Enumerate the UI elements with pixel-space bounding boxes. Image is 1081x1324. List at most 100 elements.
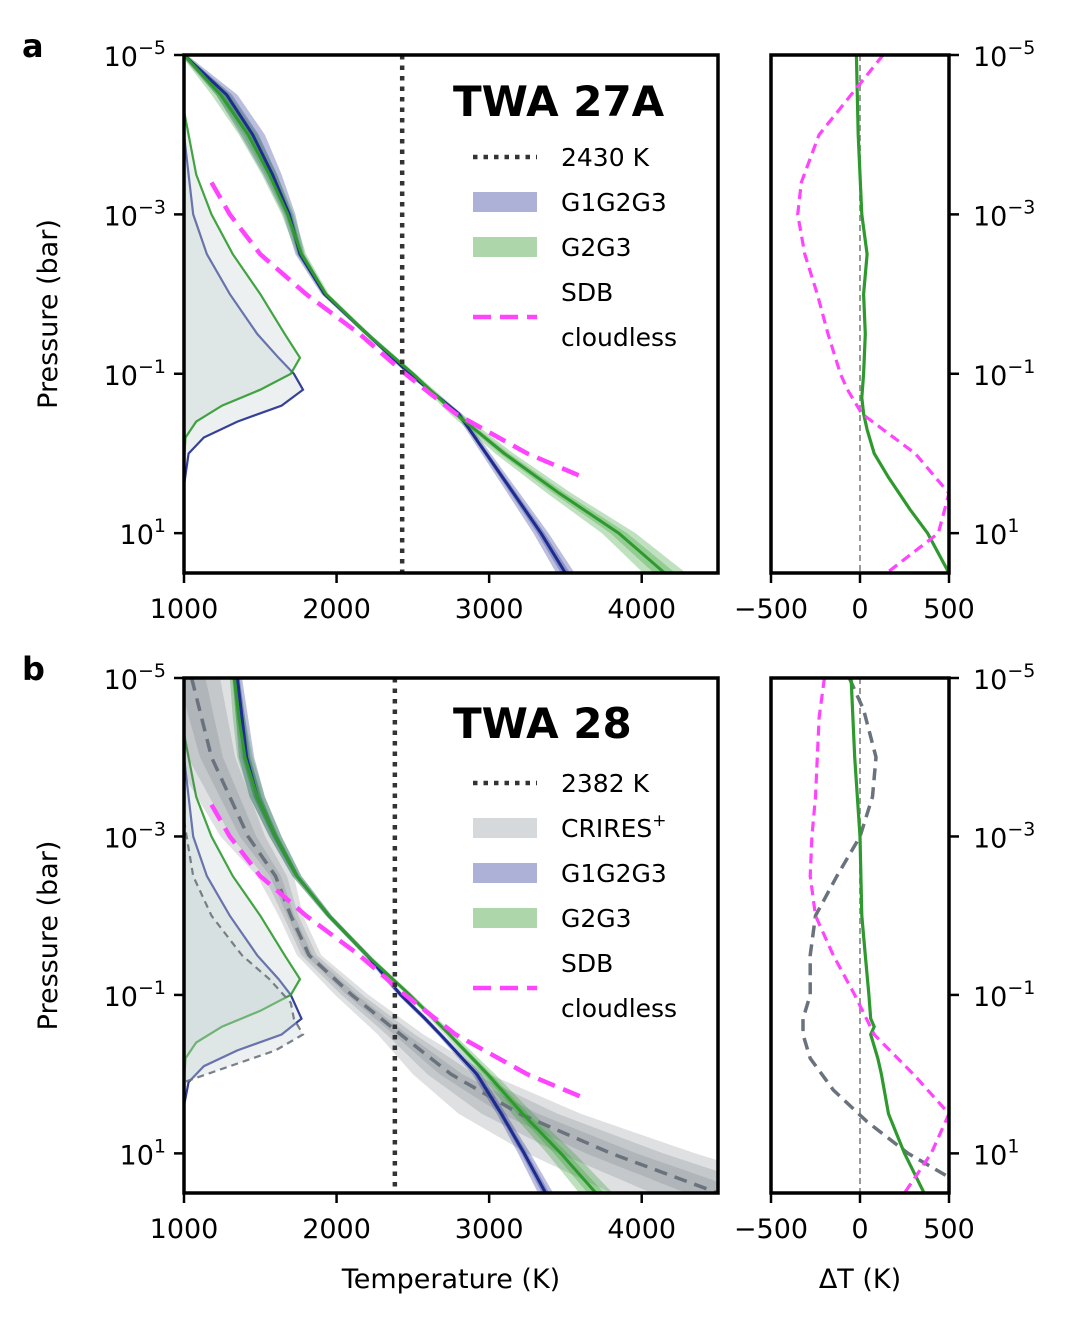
dt-line-G2G3 <box>854 55 949 573</box>
legend-label-text: G2G3 <box>561 233 632 262</box>
dt-y-tick-label-base: 10 <box>973 361 1007 392</box>
band-G1G2G3-0 <box>184 55 575 573</box>
y-tick-label: 10−5 <box>104 660 166 696</box>
dt-y-tick-label-exp: −3 <box>1007 818 1035 840</box>
legend-label-line2: cloudless <box>561 323 677 352</box>
dt-plot-area <box>796 55 949 573</box>
y-tick-label: 10−5 <box>104 37 166 73</box>
dt-plot-area <box>801 678 949 1193</box>
dt-y-tick-label-base: 10 <box>973 42 1007 73</box>
legend-label-text: SDB <box>561 278 613 307</box>
band-CRIRES+-1 <box>184 678 718 1193</box>
dt-y-tick-label: 10−1 <box>973 977 1035 1013</box>
band-CRIRES+-0 <box>184 678 718 1193</box>
panel-a: 1000 2000 3000 400010−510−310−1101Pressure … <box>22 27 1035 625</box>
panel-b: 1000 2000 3000 400010−510−310−1101Pressure … <box>22 650 1035 1295</box>
panel-title: TWA 27A <box>453 77 665 126</box>
legend-label-line2: cloudless <box>561 994 677 1023</box>
contribution-fill-G2G3 <box>184 733 300 1083</box>
legend-label: SDB <box>561 949 613 978</box>
dt-x-axis-label: ΔT (K) <box>819 1264 901 1295</box>
dt-y-tick-label-base: 10 <box>973 823 1007 854</box>
dt-x-tick-label: 0 <box>851 594 868 625</box>
y-tick-label-exp: −1 <box>138 356 166 378</box>
y-tick-label-base: 10 <box>104 42 138 73</box>
panel-label: b <box>22 650 45 688</box>
y-tick-label-base: 10 <box>104 823 138 854</box>
legend-label: G1G2G3 <box>561 859 667 888</box>
y-tick-label: 101 <box>120 515 166 551</box>
legend-handle-G1G2G3 <box>473 192 537 212</box>
contribution-line-G2G3 <box>184 733 302 1083</box>
dt-y-tick-label-exp: 1 <box>1007 515 1019 537</box>
contribution-line-G1G2G3 <box>184 134 305 486</box>
y-tick-label: 10−1 <box>104 356 166 392</box>
dt-x-tick-label: −500 <box>734 594 808 625</box>
contribution-fill-G2G3 <box>184 110 300 462</box>
y-tick-label: 10−3 <box>104 196 166 232</box>
line-G2G3 <box>184 55 666 573</box>
contribution-line-CRIRES+ <box>184 820 305 1084</box>
dt-y-tick-label-base: 10 <box>973 665 1007 696</box>
y-tick-label-base: 10 <box>104 665 138 696</box>
dt-y-tick-label: 10−3 <box>973 818 1035 854</box>
dt-y-tick-label: 10−3 <box>973 196 1035 232</box>
y-tick-label-base: 10 <box>104 201 138 232</box>
x-tick-label: 2000 <box>302 594 371 625</box>
dt-x-tick-label: 500 <box>923 1214 975 1245</box>
y-tick-label-base: 10 <box>120 520 154 551</box>
legend-label-text: 2430 K <box>561 143 650 172</box>
y-tick-label-exp: 1 <box>154 515 166 537</box>
y-tick-label: 101 <box>120 1135 166 1171</box>
dt-y-tick-label-exp: −1 <box>1007 977 1035 999</box>
dt-y-tick-label-base: 10 <box>973 982 1007 1013</box>
dt-x-tick-label: 500 <box>923 594 975 625</box>
legend-label-text: G1G2G3 <box>561 859 667 888</box>
legend-handle-G1G2G3 <box>473 863 537 883</box>
line-SDB <box>209 181 585 480</box>
y-tick-label-base: 10 <box>104 982 138 1013</box>
main-axes-frame <box>182 676 720 1195</box>
y-tick-label-exp: −5 <box>138 660 166 682</box>
panel-title: TWA 28 <box>453 699 632 748</box>
y-axis-label: Pressure (bar) <box>33 219 64 409</box>
line-CRIRES+ <box>189 678 718 1193</box>
y-tick-label-exp: −1 <box>138 977 166 999</box>
y-tick-label-exp: −5 <box>138 37 166 59</box>
legend-label: 2430 K <box>561 143 650 172</box>
dt-x-tick-label: −500 <box>734 1214 808 1245</box>
x-tick-label: 4000 <box>607 1214 676 1245</box>
line-G2G3 <box>232 678 598 1193</box>
main-axes-frame <box>182 53 720 575</box>
dt-line-SDB <box>796 55 949 573</box>
legend-label-text: SDB <box>561 949 613 978</box>
dt-y-tick-label-exp: −1 <box>1007 356 1035 378</box>
legend-handle-CRIRES <box>473 818 537 838</box>
legend-label-sup: + <box>652 811 666 831</box>
dt-y-tick-label-base: 10 <box>973 520 1007 551</box>
legend-label: CRIRES+ <box>561 811 667 843</box>
dt-x-tick-label: 0 <box>851 1214 868 1245</box>
dt-y-tick-label: 10−5 <box>973 37 1035 73</box>
main-plot-area <box>184 55 686 573</box>
x-tick-label: 1000 <box>150 594 219 625</box>
legend-handle-G2G3 <box>473 237 537 257</box>
y-tick-label: 10−3 <box>104 818 166 854</box>
dt-line-G2G3 <box>849 678 926 1193</box>
y-tick-label-base: 10 <box>120 1140 154 1171</box>
dt-y-tick-label-base: 10 <box>973 1140 1007 1171</box>
dt-y-tick-label: 101 <box>973 1135 1019 1171</box>
dt-line-CRIRES+ <box>801 678 949 1179</box>
legend-handle-G2G3 <box>473 908 537 928</box>
dt-y-tick-label-exp: −3 <box>1007 196 1035 218</box>
band-G1G2G3-1 <box>184 55 570 573</box>
dt-y-tick-label: 101 <box>973 515 1019 551</box>
y-axis-label: Pressure (bar) <box>33 841 64 1031</box>
dt-line-SDB <box>808 678 949 1193</box>
legend-label-text: 2382 K <box>561 769 650 798</box>
legend-label: G1G2G3 <box>561 188 667 217</box>
legend-label: G2G3 <box>561 233 632 262</box>
dt-y-tick-label: 10−5 <box>973 660 1035 696</box>
legend-label: SDB <box>561 278 613 307</box>
